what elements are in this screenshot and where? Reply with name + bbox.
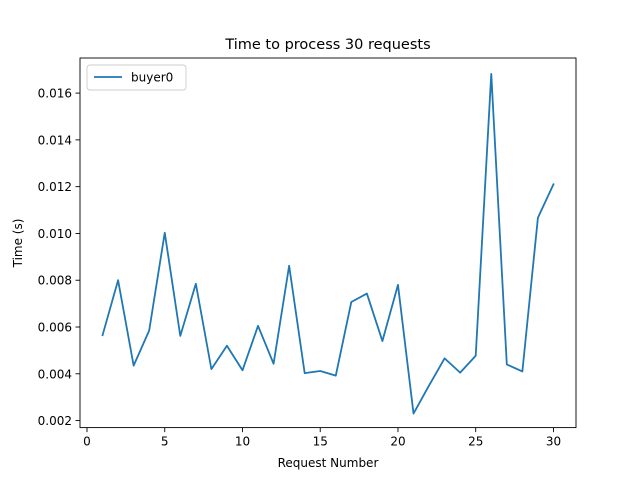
x-tick-label: 30 — [546, 435, 561, 449]
x-tick-label: 15 — [313, 435, 328, 449]
x-tick-label: 10 — [235, 435, 250, 449]
y-axis: 0.002 0.004 0.006 0.008 0.010 0.012 0.014 0.016 — [38, 87, 80, 428]
y-tick-label: 0.006 — [38, 321, 72, 335]
x-tick-label: 0 — [83, 435, 91, 449]
x-tick-label: 20 — [390, 435, 405, 449]
x-tick-label: 5 — [161, 435, 169, 449]
series-line-buyer0 — [101, 73, 555, 415]
y-tick-label: 0.016 — [38, 87, 72, 101]
y-tick-label: 0.004 — [38, 367, 72, 381]
y-tick-label: 0.010 — [38, 227, 72, 241]
y-axis-label: Time (s) — [11, 219, 25, 269]
y-tick-label: 0.012 — [38, 180, 72, 194]
x-tick-label: 25 — [468, 435, 483, 449]
chart-title: Time to process 30 requests — [224, 37, 430, 53]
legend-box — [86, 64, 187, 91]
axes-frame — [79, 57, 577, 429]
y-tick-label: 0.014 — [38, 133, 72, 147]
x-axis: 0 5 10 15 20 25 30 — [83, 427, 561, 449]
legend-label-buyer0: buyer0 — [131, 71, 173, 85]
legend: buyer0 — [86, 64, 187, 91]
y-tick-label: 0.008 — [38, 274, 72, 288]
plot-area — [101, 73, 555, 415]
y-tick-label: 0.002 — [38, 414, 72, 428]
x-axis-label: Request Number — [278, 456, 379, 470]
